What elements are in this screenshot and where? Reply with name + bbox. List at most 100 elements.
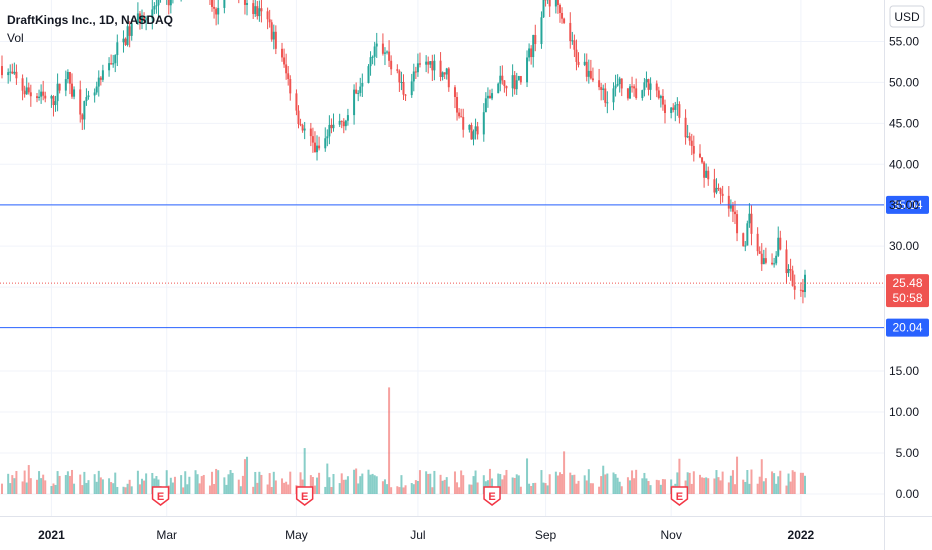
earnings-marker: E — [295, 486, 314, 506]
candle-body — [287, 73, 290, 80]
candle-body — [458, 112, 461, 117]
candle-body — [258, 8, 261, 17]
volume-bar — [713, 478, 716, 494]
volume-bar — [402, 487, 405, 494]
candle-body — [355, 89, 358, 94]
candle-body — [79, 89, 82, 115]
volume-bar — [733, 484, 736, 494]
candle-body — [528, 48, 531, 58]
candle-body — [460, 116, 463, 118]
symbol-title: DraftKings Inc., 1D, NASDAQ — [7, 13, 174, 27]
candle-body — [760, 253, 763, 265]
candle-body — [731, 205, 734, 212]
candle-body — [635, 88, 638, 99]
candle-body — [583, 61, 586, 65]
volume-bar — [173, 476, 176, 494]
volume-bar — [655, 479, 658, 494]
candle-body — [87, 95, 90, 98]
volume-bar — [390, 487, 393, 494]
candle-body — [145, 18, 148, 20]
candles — [1, 0, 806, 304]
volume-bar — [44, 480, 47, 494]
candle-body — [645, 79, 648, 83]
volume-bar — [303, 448, 306, 494]
candle-body — [138, 13, 141, 23]
candle-body — [602, 88, 605, 90]
time-tick-label: Jul — [410, 528, 425, 542]
candle-body — [295, 93, 298, 111]
candle-body — [260, 8, 263, 12]
earnings-label: E — [157, 491, 164, 503]
candle-body — [488, 95, 491, 99]
volume-bar — [657, 480, 660, 494]
candle-body — [676, 104, 679, 106]
volume-bar — [124, 487, 127, 494]
candle-body — [141, 16, 144, 23]
candle-body — [587, 70, 590, 77]
volume-bar — [626, 477, 629, 494]
volume-bar — [427, 473, 430, 494]
volume-bar — [727, 482, 730, 494]
candle-body — [155, 5, 158, 7]
volume-label: Vol — [7, 31, 24, 45]
volume-bar — [643, 472, 646, 494]
volume-bar — [27, 465, 30, 494]
candle-body — [40, 91, 43, 97]
volume-bar — [736, 456, 739, 494]
candle-body — [439, 60, 442, 77]
volume-bar — [188, 476, 191, 494]
candle-body — [472, 131, 475, 140]
candle-body — [447, 68, 450, 88]
candle-body — [505, 86, 508, 89]
candle-body — [29, 92, 32, 97]
volume-bar — [68, 475, 71, 494]
candle-body — [618, 78, 621, 85]
volume-bar — [604, 474, 607, 494]
volume-bar — [462, 475, 465, 494]
candle-body — [381, 43, 384, 54]
candle-body — [532, 34, 535, 58]
time-tick-label: May — [285, 528, 308, 542]
volume-bar — [600, 476, 603, 494]
candle-body — [297, 110, 300, 125]
candle-body — [425, 61, 428, 65]
volume-bar — [97, 470, 100, 494]
volume-bar — [114, 472, 117, 494]
volume-bar — [50, 486, 53, 494]
volume-bar — [328, 477, 331, 494]
volume-bar — [200, 476, 203, 494]
volume-bar — [311, 476, 314, 494]
volume-bar — [528, 483, 531, 494]
volume-bar — [618, 481, 621, 494]
candle-body — [270, 22, 273, 40]
volume-bar — [196, 474, 199, 494]
volume-bar — [497, 473, 500, 494]
volume-bar — [793, 471, 796, 494]
volume-bar — [143, 480, 146, 494]
candle-body — [534, 34, 537, 45]
volume-bar — [439, 474, 442, 494]
candle-body — [367, 66, 370, 83]
candle-body — [143, 16, 146, 20]
volume-bar — [764, 478, 767, 494]
volume-bar — [563, 451, 566, 494]
volume-bar — [787, 473, 790, 494]
candle-body — [771, 262, 774, 265]
volume-bar — [136, 470, 139, 494]
volume-bar — [544, 483, 547, 494]
level-price-label: 20.04 — [892, 321, 922, 335]
volume-bar — [369, 474, 372, 494]
candle-body — [272, 31, 275, 40]
candle-body — [346, 115, 349, 121]
earnings-label: E — [488, 491, 495, 503]
volume-bar — [13, 478, 16, 494]
volume-bar — [804, 475, 806, 494]
volume-bar — [361, 473, 364, 494]
volume-bar — [326, 463, 329, 494]
volume-bar — [703, 477, 706, 494]
volume-tick-label: 15.00 — [889, 364, 919, 378]
volume-bar — [482, 475, 485, 494]
volume-bar — [583, 475, 586, 494]
candle-body — [672, 107, 675, 110]
